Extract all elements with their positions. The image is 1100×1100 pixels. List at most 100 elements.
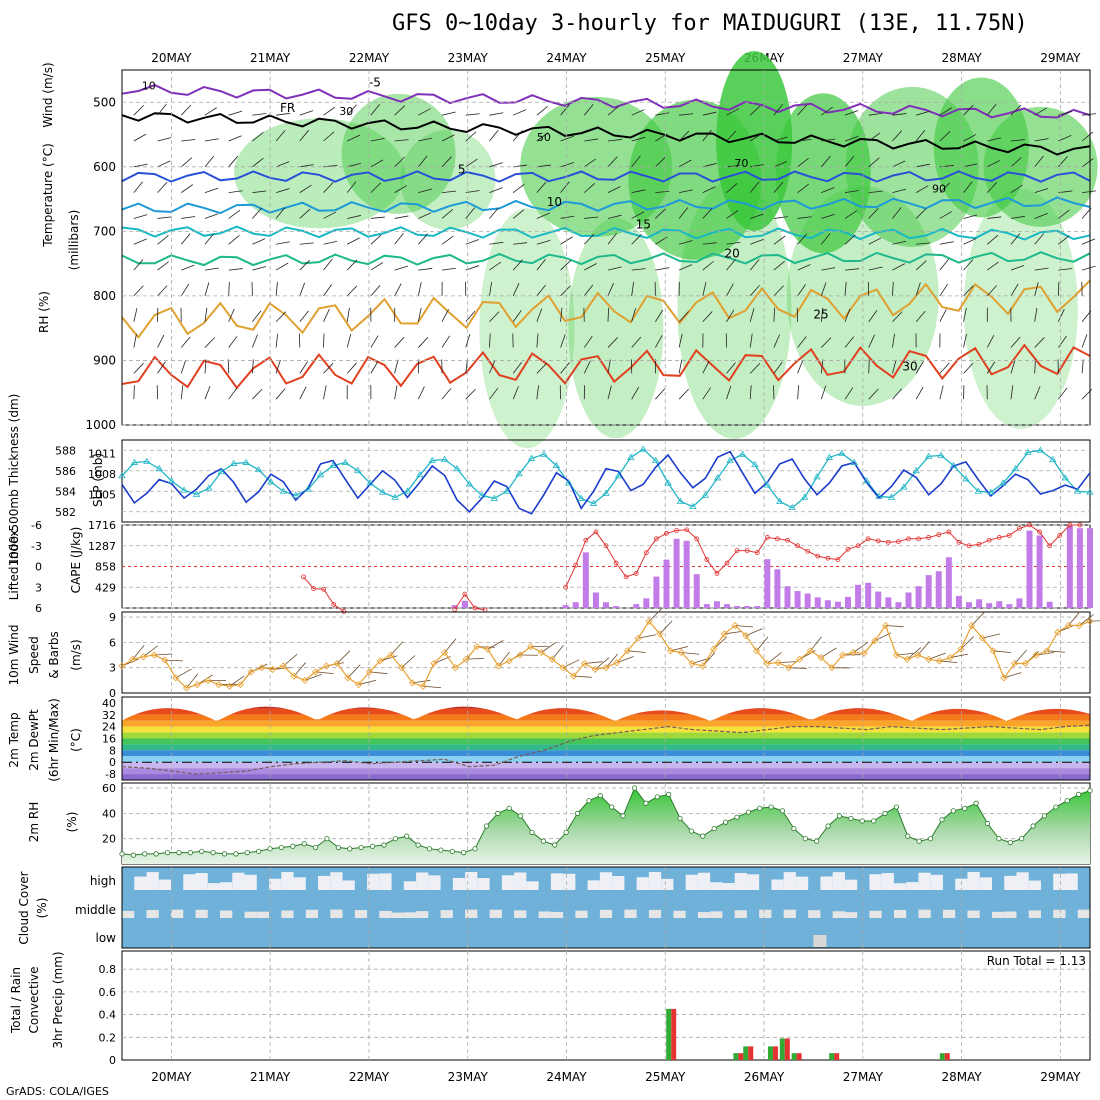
wind-barb xyxy=(939,241,954,245)
thickness-point xyxy=(800,493,809,500)
wind-barb xyxy=(583,360,591,374)
wind-barb xyxy=(512,259,523,271)
rh2m-point xyxy=(620,813,626,819)
thickness-tick-label: 588 xyxy=(55,444,76,457)
thickness-point xyxy=(788,503,796,511)
thickness-point xyxy=(180,486,188,493)
cloud-high-cell xyxy=(697,872,711,890)
wind-barb xyxy=(394,359,399,374)
wind-barb xyxy=(915,282,921,297)
wind-barb xyxy=(394,233,404,245)
cape-bar xyxy=(895,602,902,608)
wind-barb xyxy=(299,129,309,142)
thickness-point xyxy=(825,453,834,460)
cloud-middle-cell xyxy=(146,910,159,918)
precip-total-bar xyxy=(779,1038,785,1060)
cloud-high-cell xyxy=(293,877,306,890)
wind-barb xyxy=(963,238,977,245)
rh2m-point xyxy=(1030,823,1036,829)
wind-barb xyxy=(1081,238,1096,245)
cape-bar xyxy=(955,595,962,608)
wind10m-axis-label-1: 10m Wind xyxy=(7,625,21,686)
lifted-index-point xyxy=(996,535,1002,540)
wind-barb xyxy=(489,360,496,374)
rh2m-point xyxy=(324,836,330,842)
wind10m-point xyxy=(118,662,126,670)
wind-barb xyxy=(963,214,978,219)
lifted-index-point xyxy=(1047,543,1053,549)
precip-convective-bar xyxy=(772,1046,778,1060)
thickness-point xyxy=(316,471,325,478)
temp-band xyxy=(122,774,1090,780)
rh2m-point xyxy=(882,810,888,816)
wind-barb xyxy=(963,307,967,322)
thickness-point xyxy=(900,483,908,490)
cloud-units-label: (%) xyxy=(35,898,49,919)
slp-tick-label: 1008 xyxy=(88,468,116,481)
wind10m-tick-label: 9 xyxy=(109,611,116,624)
wind-barb xyxy=(892,188,907,194)
wind-barb xyxy=(607,139,622,142)
wind-barb xyxy=(678,359,683,374)
temp-band xyxy=(122,697,1090,703)
cape-bar xyxy=(1087,528,1093,608)
thickness-point xyxy=(614,472,623,479)
rh2m-point xyxy=(779,808,786,814)
wind-barb xyxy=(512,183,525,193)
wind-barb xyxy=(749,333,753,348)
wind-barb xyxy=(939,309,947,322)
top-day-label: 24MAY xyxy=(546,51,587,65)
wind-barb xyxy=(821,213,835,219)
wind-barb xyxy=(584,263,597,271)
thickness-point xyxy=(776,497,784,504)
temp-band xyxy=(122,750,1090,757)
rh2m-point xyxy=(836,813,843,819)
lifted-index-point xyxy=(321,586,327,592)
cloud-middle-cell xyxy=(514,910,527,918)
wind-barb xyxy=(133,385,135,400)
wind10m-point xyxy=(161,656,169,664)
wind10m-barb xyxy=(186,673,199,689)
wind10m-point xyxy=(1032,651,1040,659)
wind10m-point xyxy=(666,647,675,655)
cape-bar xyxy=(683,540,690,608)
wind10m-point xyxy=(182,684,191,692)
wind-barb xyxy=(821,106,833,116)
lifted-index-point xyxy=(896,539,901,544)
cloud-high-cell xyxy=(771,879,784,890)
wind10m-point xyxy=(1075,621,1083,630)
wind-barb xyxy=(773,104,783,116)
cloud-high-cell xyxy=(158,879,172,890)
wind-barb xyxy=(939,131,951,142)
top-day-label: 20MAY xyxy=(151,51,192,65)
precip-convective-bar xyxy=(796,1053,802,1060)
temp-axis-label-1: 2m Temp xyxy=(7,712,21,767)
cape-bar xyxy=(693,574,700,608)
cloud-high-cell xyxy=(183,874,196,890)
cloud-middle-cell xyxy=(832,911,845,918)
wind-barb xyxy=(204,267,219,271)
wind-barb xyxy=(1010,385,1014,400)
wind-barb xyxy=(844,155,855,168)
cloud-middle-cell xyxy=(734,910,747,918)
wind-barb xyxy=(560,215,575,219)
wind-barb xyxy=(892,207,902,219)
wind-barb xyxy=(726,241,741,245)
wind10m-point xyxy=(774,659,782,667)
thickness-point xyxy=(503,487,511,494)
wind-barb xyxy=(489,129,499,142)
wind-barb xyxy=(275,388,286,400)
cloud-middle-cell xyxy=(673,910,686,918)
cloud-middle-cell xyxy=(330,909,343,918)
wind-barb xyxy=(157,261,169,271)
rh2m-point xyxy=(654,794,660,800)
wind10m-point xyxy=(1011,659,1019,668)
wind-barb xyxy=(1081,265,1096,271)
precip-tick-label: 0.4 xyxy=(99,1009,117,1022)
cape-bar xyxy=(804,593,811,608)
wind-barb xyxy=(868,266,883,271)
thickness-point xyxy=(689,502,697,510)
cape-bar xyxy=(915,586,922,608)
rh2m-point xyxy=(233,851,239,857)
wind10m-point xyxy=(989,647,997,655)
